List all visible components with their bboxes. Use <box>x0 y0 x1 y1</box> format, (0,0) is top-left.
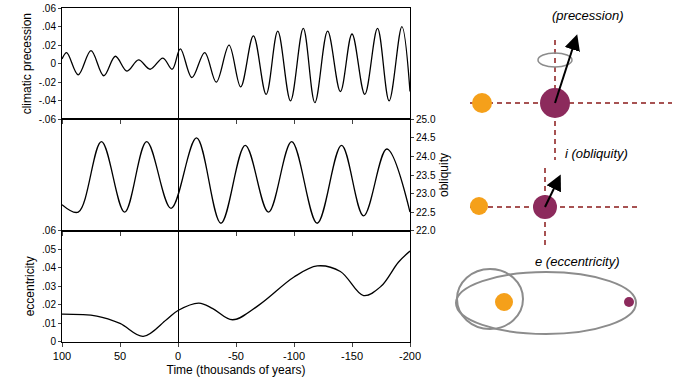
svg-text:-200: -200 <box>399 350 421 362</box>
svg-text:climatic precession: climatic precession <box>20 13 34 114</box>
svg-text:0: 0 <box>175 350 181 362</box>
svg-text:-50: -50 <box>228 350 244 362</box>
svg-text:.06: .06 <box>42 3 56 14</box>
svg-text:Time (thousands of years): Time (thousands of years) <box>167 363 306 377</box>
svg-text:e (eccentricity): e (eccentricity) <box>535 254 620 269</box>
svg-text:24.5: 24.5 <box>416 132 436 143</box>
svg-text:23.0: 23.0 <box>416 188 436 199</box>
svg-text:.06: .06 <box>42 225 56 236</box>
svg-text:-.02: -.02 <box>39 77 57 88</box>
svg-text:25.0: 25.0 <box>416 114 436 125</box>
svg-text:.04: .04 <box>42 262 56 273</box>
svg-text:-100: -100 <box>283 350 305 362</box>
svg-text:0: 0 <box>50 336 56 347</box>
svg-text:50: 50 <box>114 350 126 362</box>
svg-text:(precession): (precession) <box>552 8 624 23</box>
svg-text:100: 100 <box>53 350 71 362</box>
svg-text:22.0: 22.0 <box>416 225 436 236</box>
svg-text:22.5: 22.5 <box>416 207 436 218</box>
svg-text:.04: .04 <box>42 21 56 32</box>
svg-text:eccentricity: eccentricity <box>23 256 37 316</box>
svg-text:24.0: 24.0 <box>416 151 436 162</box>
svg-text:-.04: -.04 <box>39 95 57 106</box>
svg-text:.02: .02 <box>42 299 56 310</box>
svg-text:0: 0 <box>50 58 56 69</box>
svg-text:.02: .02 <box>42 40 56 51</box>
svg-text:i (obliquity): i (obliquity) <box>565 146 628 161</box>
svg-text:obliquity: obliquity <box>437 153 451 197</box>
svg-text:.01: .01 <box>42 318 56 329</box>
svg-text:.03: .03 <box>42 281 56 292</box>
svg-text:.05: .05 <box>42 244 56 255</box>
svg-text:23.5: 23.5 <box>416 170 436 181</box>
svg-text:-150: -150 <box>341 350 363 362</box>
svg-text:-.06: -.06 <box>39 114 57 125</box>
